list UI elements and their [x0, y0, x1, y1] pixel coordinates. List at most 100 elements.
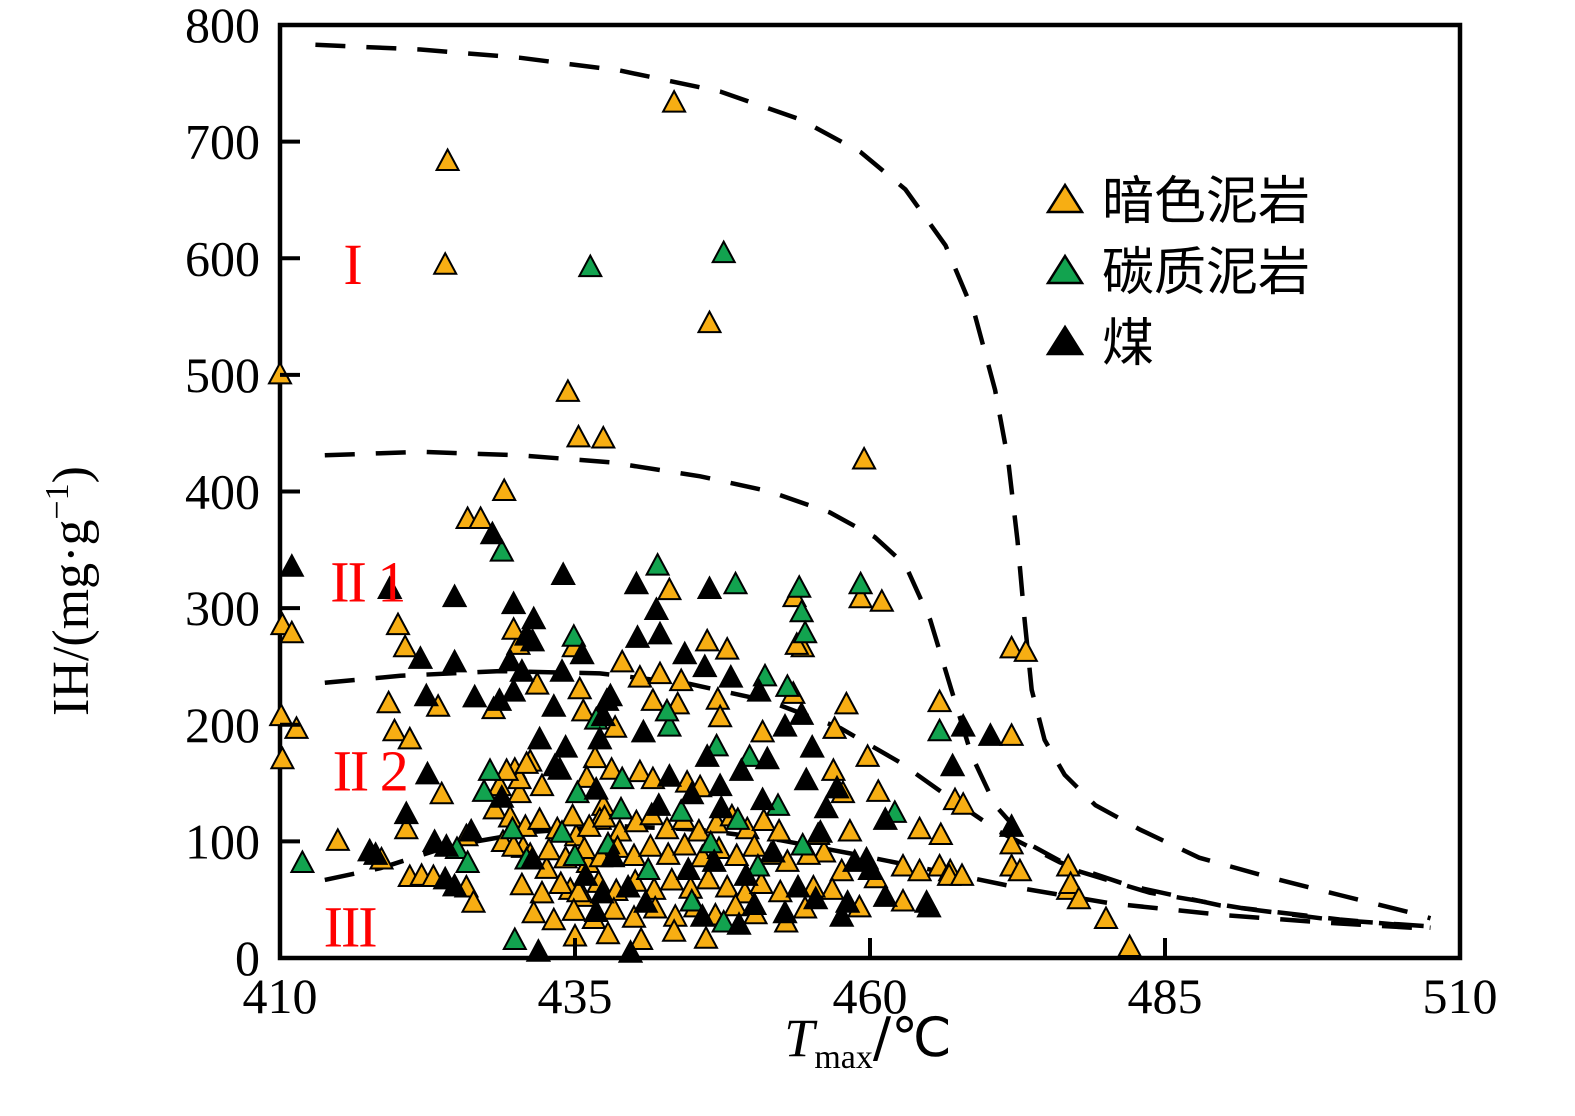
data-point-triangle [689, 903, 716, 927]
data-point-triangle [562, 842, 588, 866]
data-point-triangle [493, 757, 520, 781]
data-point-triangle [529, 879, 555, 904]
data-point-triangle [268, 702, 294, 727]
data-point-triangle [623, 570, 650, 595]
data-point-triangle [615, 873, 641, 898]
data-point-triangle [693, 925, 719, 949]
data-point-triangle [640, 765, 666, 790]
boundary-II1-II2-curve [324, 668, 1431, 929]
data-point-triangle [694, 743, 720, 767]
data-point-triangle [833, 690, 860, 715]
data-point-triangle [726, 911, 752, 935]
data-point-triangle [998, 813, 1025, 837]
data-point-triangle [542, 752, 568, 777]
data-point-triangle [741, 891, 768, 915]
data-point-triangle [703, 732, 730, 757]
data-point-triangle [572, 862, 599, 886]
data-point-triangle [506, 779, 533, 804]
legend: 暗色泥岩 碳质泥岩 煤 [1045, 172, 1310, 374]
data-point-triangle [497, 647, 523, 672]
data-point-triangle [381, 717, 408, 742]
data-point-triangle [548, 870, 574, 894]
data-point-triangle [646, 792, 672, 816]
boundary-I-II1-curve [324, 449, 1431, 930]
data-point-triangle [784, 631, 810, 655]
data-point-triangle [998, 634, 1025, 659]
data-point-triangle [1007, 857, 1033, 882]
data-point-triangle [928, 821, 954, 845]
data-point-triangle [906, 815, 933, 840]
data-point-triangle [589, 879, 615, 904]
dark-mudstone-marker-icon [1045, 182, 1085, 214]
data-point-triangle [633, 889, 659, 913]
data-point-triangle [325, 827, 351, 851]
data-point-triangle [1116, 933, 1143, 957]
data-point-triangle [499, 815, 526, 840]
data-point-triangle [698, 829, 724, 854]
data-point-triangle [564, 779, 591, 804]
data-point-triangle [977, 722, 1004, 746]
data-point-triangle [751, 807, 777, 831]
data-point-triangle [559, 802, 586, 827]
data-point-triangle [375, 689, 402, 714]
data-point-triangle [377, 575, 403, 599]
data-point-triangle [407, 645, 434, 669]
data-point-triangle [854, 743, 881, 767]
data-point-triangle [289, 849, 316, 873]
data-point-triangle [679, 887, 705, 912]
data-point-triangle [561, 623, 587, 647]
data-point-triangle [749, 786, 776, 811]
data-point-triangle [725, 806, 751, 830]
data-point-triangle [362, 841, 389, 865]
zone-label-II1: II 1 [330, 549, 404, 614]
data-point-triangle [939, 752, 966, 777]
data-point-triangle [728, 757, 755, 781]
data-point-triangle [513, 750, 540, 774]
data-point-triangle [509, 871, 535, 896]
data-point-triangle [608, 795, 634, 820]
data-point-triangle [602, 714, 628, 738]
data-point-triangle [656, 763, 683, 787]
y-tick-label: 800 [185, 0, 260, 53]
data-point-triangle [926, 717, 953, 742]
data-point-triangle [792, 619, 818, 644]
data-point-triangle [692, 653, 718, 678]
data-point-triangle [672, 640, 698, 665]
data-point-triangle [519, 845, 546, 870]
data-point-triangle [582, 744, 608, 769]
data-point-triangle [521, 605, 547, 630]
data-point-triangle [627, 663, 653, 688]
zone-label-II2: II 2 [333, 738, 407, 803]
data-point-triangle [393, 815, 419, 840]
data-point-triangle [489, 784, 515, 808]
data-point-triangle [793, 766, 819, 791]
data-point-triangle [392, 633, 418, 658]
x-tick-label: 460 [833, 968, 908, 1024]
data-point-triangle [788, 598, 815, 623]
data-point-triangle [807, 819, 834, 843]
data-point-triangle [847, 584, 874, 609]
data-point-triangle [441, 648, 468, 673]
data-point-triangle [1013, 638, 1039, 662]
data-point-triangle [385, 611, 411, 636]
data-point-triangle [760, 838, 786, 863]
data-point-triangle [269, 745, 296, 770]
data-point-triangle [890, 887, 916, 912]
data-point-triangle [595, 920, 621, 945]
x-tick-label: 485 [1128, 968, 1203, 1024]
data-point-triangle [526, 725, 553, 750]
legend-item-dark-mudstone: 暗色泥岩 [1045, 172, 1310, 232]
data-point-triangle [458, 817, 484, 842]
data-point-triangle [550, 561, 576, 585]
data-point-triangle [525, 938, 552, 962]
data-point-triangle [644, 551, 671, 576]
data-point-triangle [694, 627, 720, 652]
data-point-triangle [477, 757, 503, 781]
y-tick-label: 400 [185, 464, 260, 520]
boundary-II2-III-curve [324, 823, 1431, 932]
data-point-triangle [643, 596, 670, 620]
data-point-triangle [555, 378, 581, 402]
data-point-triangle [926, 688, 953, 713]
data-point-triangle [829, 903, 855, 927]
